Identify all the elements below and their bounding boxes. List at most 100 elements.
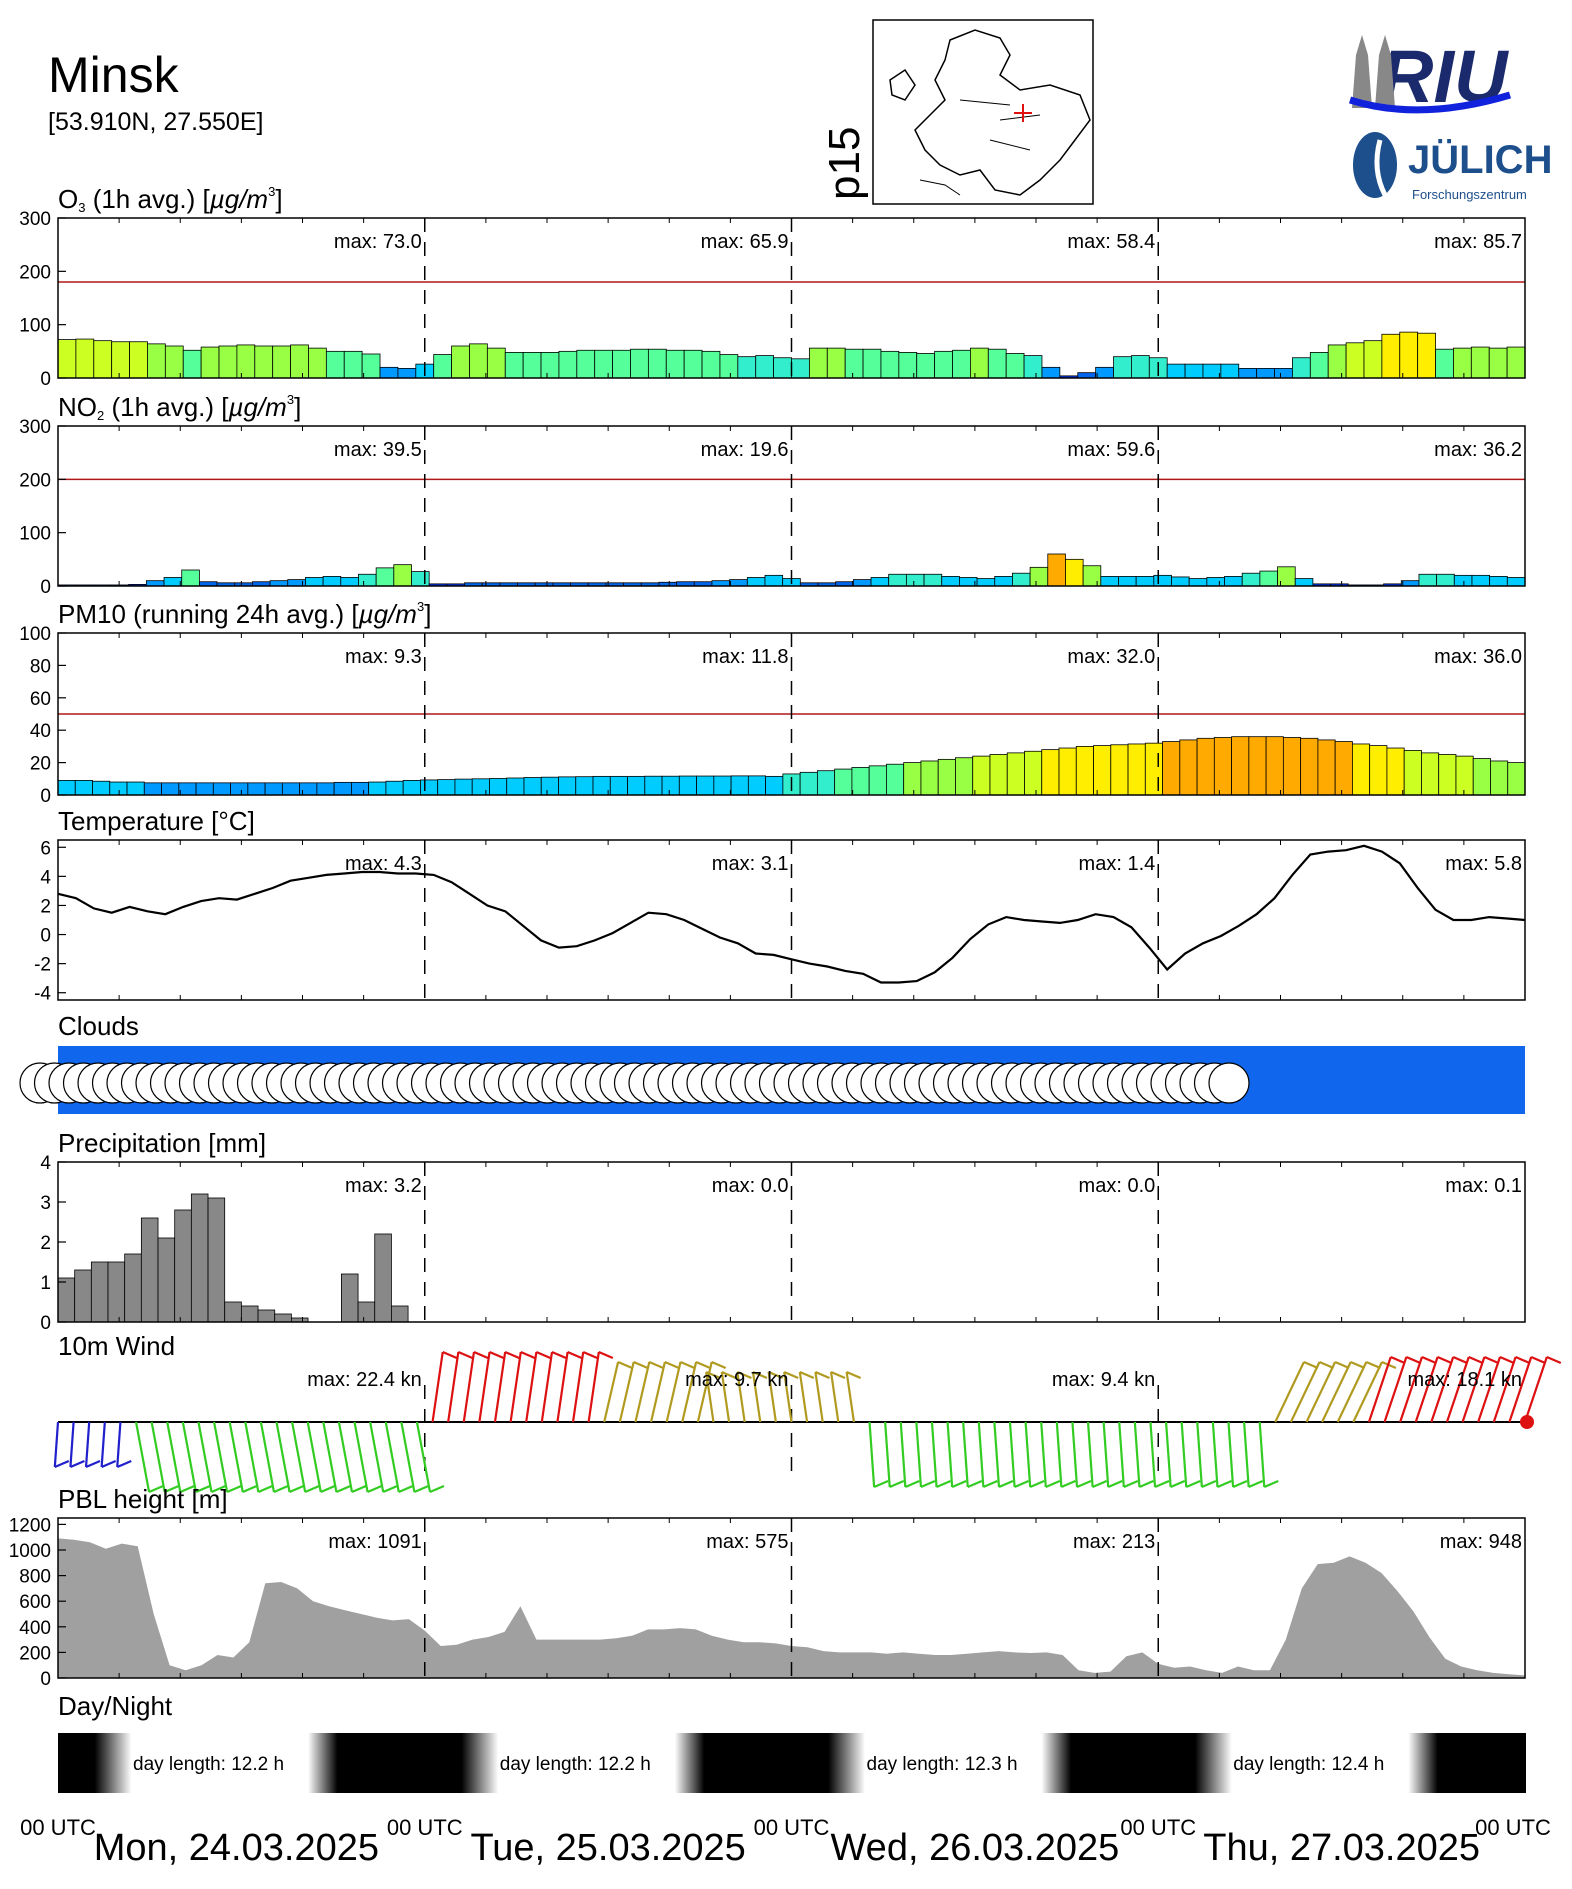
wind-barb	[1118, 1421, 1125, 1488]
no2-bar	[181, 569, 200, 587]
wind-barb	[1055, 1421, 1063, 1488]
wind-barb-flag	[1060, 1479, 1076, 1489]
pm10-bar	[74, 780, 93, 796]
wind-barb	[181, 1421, 197, 1493]
wind-barb-flag	[768, 1370, 784, 1380]
pm10-bar	[368, 781, 387, 796]
no2-bar	[711, 580, 731, 587]
title-part: 2	[97, 408, 104, 423]
o3-bar	[504, 351, 524, 379]
wind-barb-flag	[1546, 1355, 1562, 1365]
wind-barb	[415, 1421, 432, 1493]
no2-bar	[340, 577, 359, 587]
precip-bar	[140, 1217, 159, 1323]
pm10-bar	[920, 760, 939, 796]
precip-bar	[107, 1261, 126, 1323]
title-part: 3	[287, 392, 294, 407]
precip-ytick-label: 4	[40, 1153, 51, 1174]
wind-barb	[1180, 1421, 1188, 1488]
pm10-bar	[1213, 737, 1233, 796]
o3-bar	[755, 355, 775, 379]
no2-bar	[322, 576, 342, 587]
wind-barb	[930, 1421, 938, 1488]
wind-barb-flag	[695, 1360, 711, 1370]
day-length-label: day length: 12.3 h	[867, 1754, 1018, 1775]
wind-barb-flag	[1499, 1355, 1515, 1365]
o3-bar	[1095, 366, 1114, 379]
precip-max-label: max: 0.0	[1079, 1175, 1156, 1197]
pbl-ytick-label: 1000	[9, 1541, 51, 1562]
wind-barb-flag	[617, 1360, 633, 1370]
wind-barb-flag	[1350, 1360, 1366, 1370]
precip-bar	[391, 1305, 409, 1323]
pm10-bar	[1024, 750, 1043, 796]
o3-bar	[1453, 347, 1472, 379]
wind-barb	[1071, 1421, 1079, 1488]
pm10-bar	[644, 775, 663, 796]
title-part: 3	[268, 184, 275, 199]
o3-bar	[379, 366, 399, 379]
o3-bar	[1256, 367, 1275, 379]
no2-bar	[852, 579, 872, 587]
o3-bar	[433, 354, 452, 379]
wind-barb	[100, 1421, 106, 1468]
wind-barb-flag	[504, 1350, 520, 1360]
o3-bar	[254, 345, 274, 379]
wind-barb	[783, 1371, 793, 1423]
pm10-bar	[1058, 747, 1077, 796]
title-part: µg/m	[209, 184, 268, 214]
temp-ytick-label: -2	[34, 955, 51, 976]
wind-barb	[649, 1361, 666, 1423]
o3-bar	[916, 353, 936, 379]
wind-barb-flag	[1217, 1479, 1232, 1489]
pbl-ytick-label: 1200	[9, 1515, 51, 1536]
o3-bar	[647, 348, 667, 379]
temp-ytick-label: -4	[34, 984, 51, 1005]
wind-barb-flag	[179, 1484, 195, 1494]
o3-bar	[1184, 363, 1204, 379]
wind-barb-flag	[1334, 1360, 1350, 1370]
pm10-bar	[1006, 752, 1025, 796]
pm10-bar	[333, 781, 352, 796]
wind-barb-flag	[1170, 1479, 1186, 1489]
wind-barb-flag	[1530, 1355, 1546, 1365]
no2-bar	[375, 567, 395, 587]
wind-barb	[1336, 1361, 1368, 1423]
o3-bar	[540, 351, 560, 379]
pm10-bar	[730, 775, 749, 796]
no2-bar	[888, 573, 907, 587]
riu-logo-graphic	[1348, 35, 1512, 114]
pm10-bar	[1386, 747, 1405, 796]
wind-barb	[1367, 1356, 1392, 1423]
wind-barb	[1258, 1421, 1266, 1488]
wind-barb	[884, 1421, 891, 1488]
pbl-ytick-label: 800	[19, 1567, 51, 1588]
wind-barb-flag	[1515, 1355, 1531, 1365]
no2-bar	[923, 573, 943, 587]
o3-bar	[594, 349, 613, 379]
pm10-bar	[1438, 754, 1457, 796]
o3-bar	[75, 338, 95, 379]
no2-bar	[358, 573, 377, 587]
wind-barb	[322, 1421, 338, 1493]
wind-barb-flag	[304, 1484, 320, 1494]
o3-bar	[236, 344, 256, 379]
no2-bar	[145, 580, 165, 587]
pbl-area	[58, 1538, 1525, 1678]
title-part: (1h avg.) [	[104, 392, 229, 422]
wind-barb-flag	[736, 1370, 752, 1380]
wind-barb-flag	[69, 1459, 85, 1469]
wind-barb	[1461, 1356, 1486, 1423]
no2-bar	[1400, 580, 1420, 587]
temp-ytick-label: 6	[40, 838, 51, 859]
pm10-bar	[1455, 755, 1474, 796]
o3-bar	[290, 344, 309, 379]
wind-barb-flag	[226, 1484, 242, 1494]
utc-label: 00 UTC	[1120, 1815, 1196, 1840]
wind-barb	[1196, 1421, 1203, 1488]
precip-bar	[240, 1305, 259, 1323]
o3-bar	[719, 354, 739, 379]
o3-bar	[1202, 363, 1222, 379]
temp-ytick-label: 0	[40, 926, 51, 947]
wind-barb	[736, 1371, 746, 1423]
